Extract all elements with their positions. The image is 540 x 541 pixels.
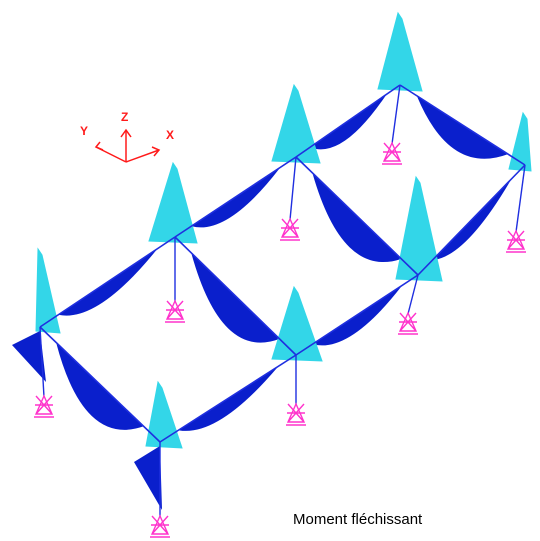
support-symbol xyxy=(165,299,185,323)
fixed-support-icon xyxy=(165,299,185,323)
hogging-moment-peak xyxy=(35,247,61,334)
column-member xyxy=(515,164,526,233)
fixed-support-icon xyxy=(506,229,526,253)
hogging-moment-peak xyxy=(377,11,423,92)
hogging-moment-peak xyxy=(148,161,198,244)
column-member xyxy=(407,274,419,315)
axis-triad-icon: X Y Z xyxy=(80,110,174,163)
support-symbol xyxy=(382,141,402,165)
beam-member xyxy=(39,326,161,443)
diagram-caption: Moment fléchissant xyxy=(293,511,423,528)
beam-member xyxy=(295,274,419,356)
support-symbol xyxy=(398,311,418,335)
hogging-moment-peak xyxy=(271,83,321,164)
support-symbol xyxy=(506,229,526,253)
fixed-support-icon xyxy=(34,394,54,418)
support-symbol xyxy=(286,402,306,426)
y-axis-label: Y xyxy=(80,124,88,138)
beam-member xyxy=(295,156,419,276)
column-member xyxy=(289,156,297,221)
fixed-support-icon xyxy=(286,402,306,426)
beam-member xyxy=(295,84,401,158)
fixed-support-icon xyxy=(280,217,300,241)
column-moment-shape xyxy=(12,331,46,382)
beam-member xyxy=(399,84,526,166)
column-moment-shape xyxy=(134,446,162,510)
z-axis-label: Z xyxy=(121,110,128,124)
support-symbol xyxy=(150,514,170,538)
support-symbol xyxy=(280,217,300,241)
fixed-support-icon xyxy=(398,311,418,335)
column-member xyxy=(39,326,45,398)
hogging-moment-peak xyxy=(145,380,183,449)
x-axis-label: X xyxy=(166,128,174,142)
supports xyxy=(34,141,526,538)
beam-member xyxy=(417,164,526,276)
hogging-moment-peak xyxy=(395,175,443,282)
moment-diagrams xyxy=(12,11,532,510)
x-axis-arrow xyxy=(125,149,160,163)
beam-member xyxy=(174,236,297,356)
fixed-support-icon xyxy=(150,514,170,538)
frame-members xyxy=(39,84,526,443)
column-member xyxy=(391,84,401,145)
x-axis-arrowhead xyxy=(151,146,161,157)
sagging-moment-lobe xyxy=(416,94,509,159)
fixed-support-icon xyxy=(382,141,402,165)
columns xyxy=(39,84,526,517)
y-axis-arrowhead xyxy=(94,141,104,151)
z-axis-arrowhead xyxy=(120,128,132,138)
hogging-moment-peak xyxy=(271,285,323,362)
beam-member xyxy=(39,236,176,328)
beam-member xyxy=(159,354,297,443)
support-symbol xyxy=(34,394,54,418)
beam-member xyxy=(174,156,297,238)
